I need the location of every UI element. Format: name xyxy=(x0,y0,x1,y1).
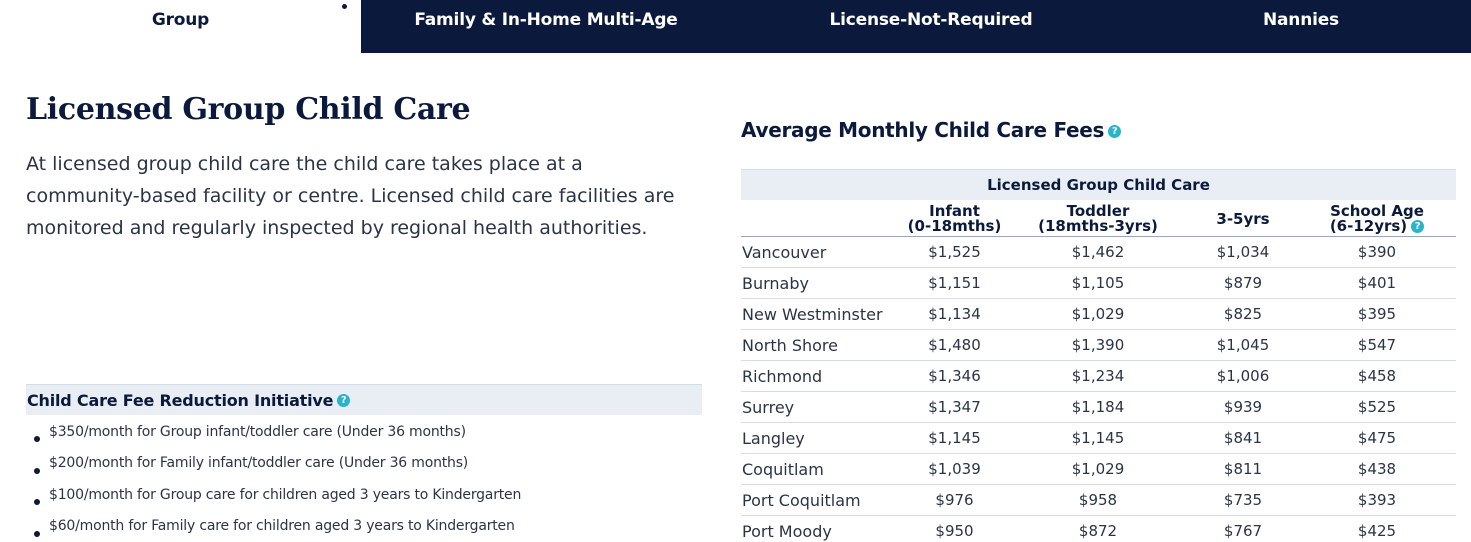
table-cell-fee: $958 xyxy=(1008,484,1188,516)
table-cell-fee: $1,184 xyxy=(1008,391,1188,423)
tab-family-label: Family & In-Home Multi-Age xyxy=(414,9,678,30)
table-cell-city: North Shore xyxy=(741,329,901,361)
table-cell-fee: $872 xyxy=(1008,515,1188,542)
intro-paragraph: At licensed group child care the child c… xyxy=(26,153,675,239)
table-cell-fee: $1,480 xyxy=(901,329,1008,361)
list-item: $350/month for Group infant/toddler care… xyxy=(26,416,702,448)
tab-bar: Group Family & In-Home Multi-Age License… xyxy=(0,0,1471,53)
table-cell-city: Surrey xyxy=(741,391,901,423)
table-row: Burnaby $1,151 $1,105 $879 $401 xyxy=(741,267,1456,299)
table-cell-fee: $547 xyxy=(1298,329,1456,361)
active-tab-dot xyxy=(342,4,347,9)
table-cell-fee: $1,006 xyxy=(1188,360,1298,392)
table-cell-fee: $1,145 xyxy=(901,422,1008,454)
table-cell-fee: $735 xyxy=(1188,484,1298,516)
fee-reduction-panel: Child Care Fee Reduction Initiative ? $3… xyxy=(26,384,702,542)
table-cell-fee: $1,029 xyxy=(1008,453,1188,485)
table-row: Surrey $1,347 $1,184 $939 $525 xyxy=(741,391,1456,423)
table-cell-fee: $1,034 xyxy=(1188,236,1298,268)
table-cell-fee: $1,462 xyxy=(1008,236,1188,268)
table-cell-city: Burnaby xyxy=(741,267,901,299)
table-cell-city: Langley xyxy=(741,422,901,454)
table-cell-fee: $401 xyxy=(1298,267,1456,299)
table-cell-fee: $1,039 xyxy=(901,453,1008,485)
table-cell-fee: $425 xyxy=(1298,515,1456,542)
table-cell-city: Port Moody xyxy=(741,515,901,542)
table-cell-city: Vancouver xyxy=(741,236,901,268)
table-row: Richmond $1,346 $1,234 $1,006 $458 xyxy=(741,360,1456,392)
table-cell-city: Port Coquitlam xyxy=(741,484,901,516)
table-group-header: Licensed Group Child Care xyxy=(741,169,1456,200)
table-cell-fee: $976 xyxy=(901,484,1008,516)
table-cell-fee: $438 xyxy=(1298,453,1456,485)
table-cell-fee: $1,525 xyxy=(901,236,1008,268)
fee-reduction-header: Child Care Fee Reduction Initiative ? xyxy=(26,384,702,415)
table-cell-fee: $1,045 xyxy=(1188,329,1298,361)
table-cell-fee: $841 xyxy=(1188,422,1298,454)
table-cell-fee: $1,346 xyxy=(901,360,1008,392)
fees-title: Average Monthly Child Care Fees? xyxy=(741,118,1122,142)
table-cell-fee: $879 xyxy=(1188,267,1298,299)
table-cell-fee: $1,029 xyxy=(1008,298,1188,330)
question-circle-icon[interactable]: ? xyxy=(337,393,351,407)
table-cell-fee: $767 xyxy=(1188,515,1298,542)
table-row: Langley $1,145 $1,145 $841 $475 xyxy=(741,422,1456,454)
column-header-school-age: School Age (6-12yrs)? xyxy=(1298,199,1456,237)
column-header-3-5yrs: 3-5yrs xyxy=(1188,199,1298,237)
bullet-icon xyxy=(34,436,40,442)
tab-group-label: Group xyxy=(151,9,210,30)
fee-reduction-heading: Child Care Fee Reduction Initiative xyxy=(27,390,334,410)
tab-group[interactable]: Group xyxy=(0,0,361,53)
table-cell-fee: $1,105 xyxy=(1008,267,1188,299)
tab-lnr-label: License-Not-Required xyxy=(829,9,1033,30)
table-cell-fee: $1,151 xyxy=(901,267,1008,299)
table-cell-city: Richmond xyxy=(741,360,901,392)
table-cell-fee: $395 xyxy=(1298,298,1456,330)
table-cell-fee: $825 xyxy=(1188,298,1298,330)
bullet-icon xyxy=(34,530,40,537)
table-cell-fee: $1,145 xyxy=(1008,422,1188,454)
table-cell-fee: $939 xyxy=(1188,391,1298,423)
column-header-city xyxy=(741,199,901,237)
table-cell-fee: $1,234 xyxy=(1008,360,1188,392)
table-cell-fee: $1,347 xyxy=(901,391,1008,423)
question-circle-icon[interactable]: ? xyxy=(1411,220,1425,233)
column-header-toddler: Toddler (18mths-3yrs) xyxy=(1008,199,1188,237)
table-cell-fee: $950 xyxy=(901,515,1008,542)
table-cell-city: New Westminster xyxy=(741,298,901,330)
table-cell-city: Coquitlam xyxy=(741,453,901,485)
column-header-infant: Infant (0-18mths) xyxy=(901,199,1008,237)
list-item: $60/month for Family care for children a… xyxy=(26,511,702,542)
table-row: Port Coquitlam $976 $958 $735 $393 xyxy=(741,484,1456,516)
table-row: Vancouver $1,525 $1,462 $1,034 $390 xyxy=(741,236,1456,268)
bullet-icon xyxy=(34,499,40,505)
table-cell-fee: $811 xyxy=(1188,453,1298,485)
page-title: Licensed Group Child Care xyxy=(26,92,471,127)
tab-nannies-label: Nannies xyxy=(1263,9,1339,30)
tab-family-in-home[interactable]: Family & In-Home Multi-Age xyxy=(361,0,731,53)
table-row: New Westminster $1,134 $1,029 $825 $395 xyxy=(741,298,1456,330)
table-header-row: Infant (0-18mths) Toddler (18mths-3yrs) 3-… xyxy=(741,199,1456,237)
table-cell-fee: $475 xyxy=(1298,422,1456,454)
fee-reduction-list: $350/month for Group infant/toddler care… xyxy=(26,416,702,542)
table-cell-fee: $1,390 xyxy=(1008,329,1188,361)
list-item: $100/month for Group care for children a… xyxy=(26,479,702,511)
fees-table: Licensed Group Child Care Infant (0-18mth… xyxy=(741,169,1456,542)
question-circle-icon[interactable]: ? xyxy=(1108,125,1122,138)
table-row: Port Moody $950 $872 $767 $425 xyxy=(741,515,1456,542)
list-item: $200/month for Family infant/toddler car… xyxy=(26,448,702,480)
fees-title-text: Average Monthly Child Care Fees xyxy=(741,118,1105,142)
tab-license-not-required[interactable]: License-Not-Required xyxy=(731,0,1131,53)
bullet-icon xyxy=(34,467,40,474)
table-row: Coquitlam $1,039 $1,029 $811 $438 xyxy=(741,453,1456,485)
table-cell-fee: $525 xyxy=(1298,391,1456,423)
table-cell-fee: $393 xyxy=(1298,484,1456,516)
table-body: Vancouver $1,525 $1,462 $1,034 $390 Burnaby $1… xyxy=(741,236,1456,542)
table-group-header-row: Licensed Group Child Care xyxy=(741,169,1456,200)
table-row: North Shore $1,480 $1,390 $1,045 $547 xyxy=(741,329,1456,361)
tab-nannies[interactable]: Nannies xyxy=(1131,0,1471,53)
table-cell-fee: $390 xyxy=(1298,236,1456,268)
table-cell-fee: $1,134 xyxy=(901,298,1008,330)
table-cell-fee: $458 xyxy=(1298,360,1456,392)
